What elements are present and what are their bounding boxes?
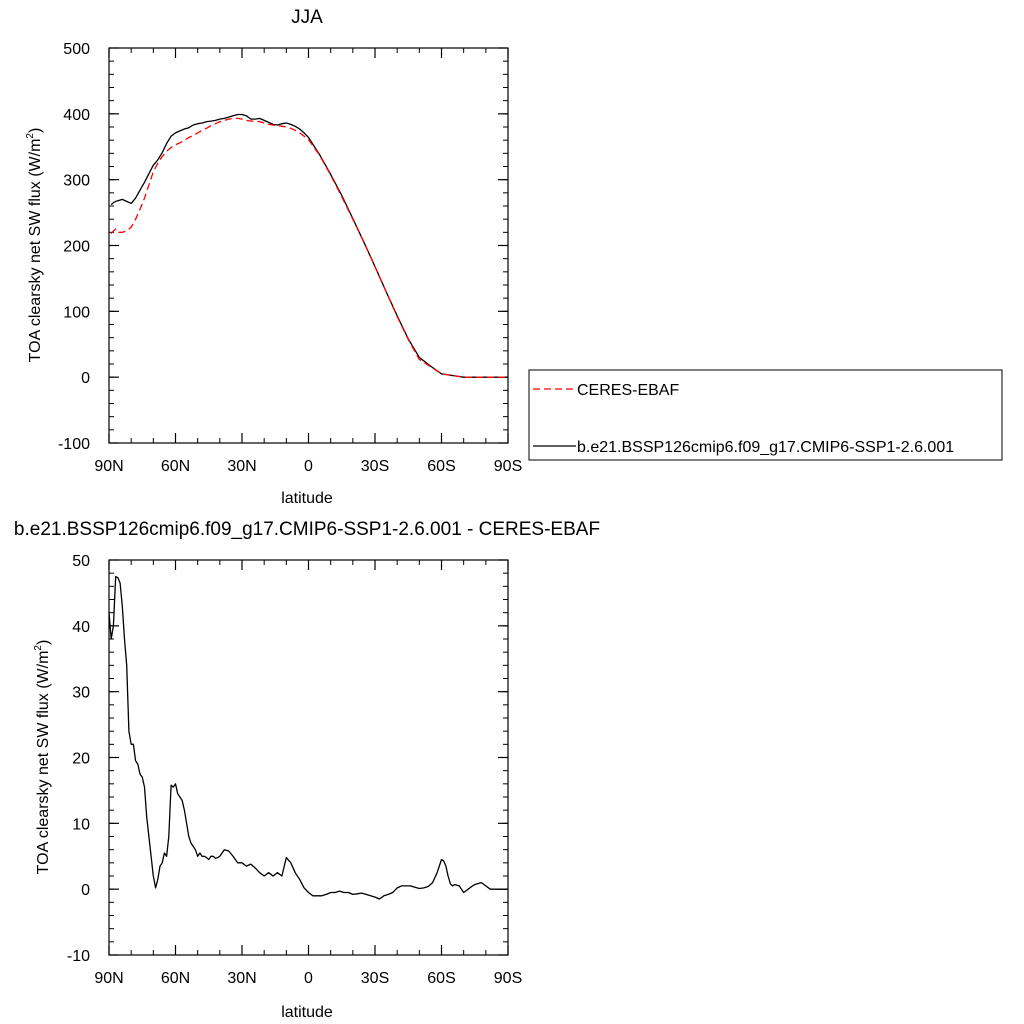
bottom-x-tick-label: 60N [161,970,190,987]
top-x-tick-label: 30N [227,458,256,475]
legend-label-model: b.e21.BSSP126cmip6.f09_g17.CMIP6-SSP1-2.… [577,439,954,456]
top-y-tick-label: 100 [63,304,90,321]
top-chart-x-axis-label: latitude [281,490,333,507]
bottom-x-tick-label: 60S [427,970,455,987]
bottom-x-tick-label: 90S [494,970,522,987]
bottom-x-tick-label: 30S [361,970,389,987]
top-series-line-ceres [110,117,508,378]
top-x-tick-label: 0 [304,458,313,475]
top-x-tick-label: 60S [427,458,455,475]
bottom-chart-y-axis-label: TOA clearsky net SW flux (W/m2) [33,640,52,875]
bottom-ylabel-main: TOA clearsky net SW flux (W/m [35,651,52,875]
top-x-tick-label: 30S [361,458,389,475]
top-y-tick-label: 500 [63,41,90,58]
chart-dynamic-layer: 90N 60N 30N 0 30S 60S 90S-10001002003004005009… [58,41,522,987]
bottom-y-tick-label: 40 [72,619,90,636]
bottom-chart-title: b.e21.BSSP126cmip6.f09_g17.CMIP6-SSP1-2.… [14,519,600,540]
bottom-ylabel-close: ) [35,640,52,645]
bottom-y-tick-label: 0 [81,882,90,899]
top-y-tick-label: -100 [58,436,90,453]
top-ylabel-main: TOA clearsky net SW flux (W/m [27,139,44,363]
bottom-x-tick-label: 30N [227,970,256,987]
top-x-tick-label: 60N [161,458,190,475]
bottom-y-tick-label: -10 [67,948,90,965]
bottom-y-tick-label: 30 [72,685,90,702]
legend-label-ceres: CERES-EBAF [577,382,679,399]
legend-box [528,369,1003,461]
bottom-x-tick-label: 0 [304,970,313,987]
top-y-tick-label: 200 [63,239,90,256]
top-y-tick-label: 300 [63,173,90,190]
bottom-y-tick-label: 20 [72,751,90,768]
top-x-tick-label: 90S [494,458,522,475]
top-plot-frame [108,47,509,444]
bottom-ylabel-sup: 2 [33,645,44,651]
legend: CERES-EBAF b.e21.BSSP126cmip6.f09_g17.CM… [528,369,1003,461]
top-y-tick-label: 0 [81,370,90,387]
top-x-tick-label: 90N [94,458,123,475]
bottom-y-tick-label: 50 [72,553,90,570]
top-chart-title: JJA [291,7,323,28]
top-chart-y-axis-label: TOA clearsky net SW flux (W/m2) [25,128,44,363]
bottom-x-tick-label: 90N [94,970,123,987]
bottom-chart-x-axis-label: latitude [281,1004,333,1021]
bottom-series-line-difference [108,575,508,900]
top-series-line-model [110,113,508,378]
bottom-plot-frame [108,559,509,956]
bottom-y-tick-label: 10 [72,816,90,833]
top-ylabel-sup: 2 [25,133,36,139]
top-ylabel-close: ) [27,128,44,133]
top-y-tick-label: 400 [63,107,90,124]
